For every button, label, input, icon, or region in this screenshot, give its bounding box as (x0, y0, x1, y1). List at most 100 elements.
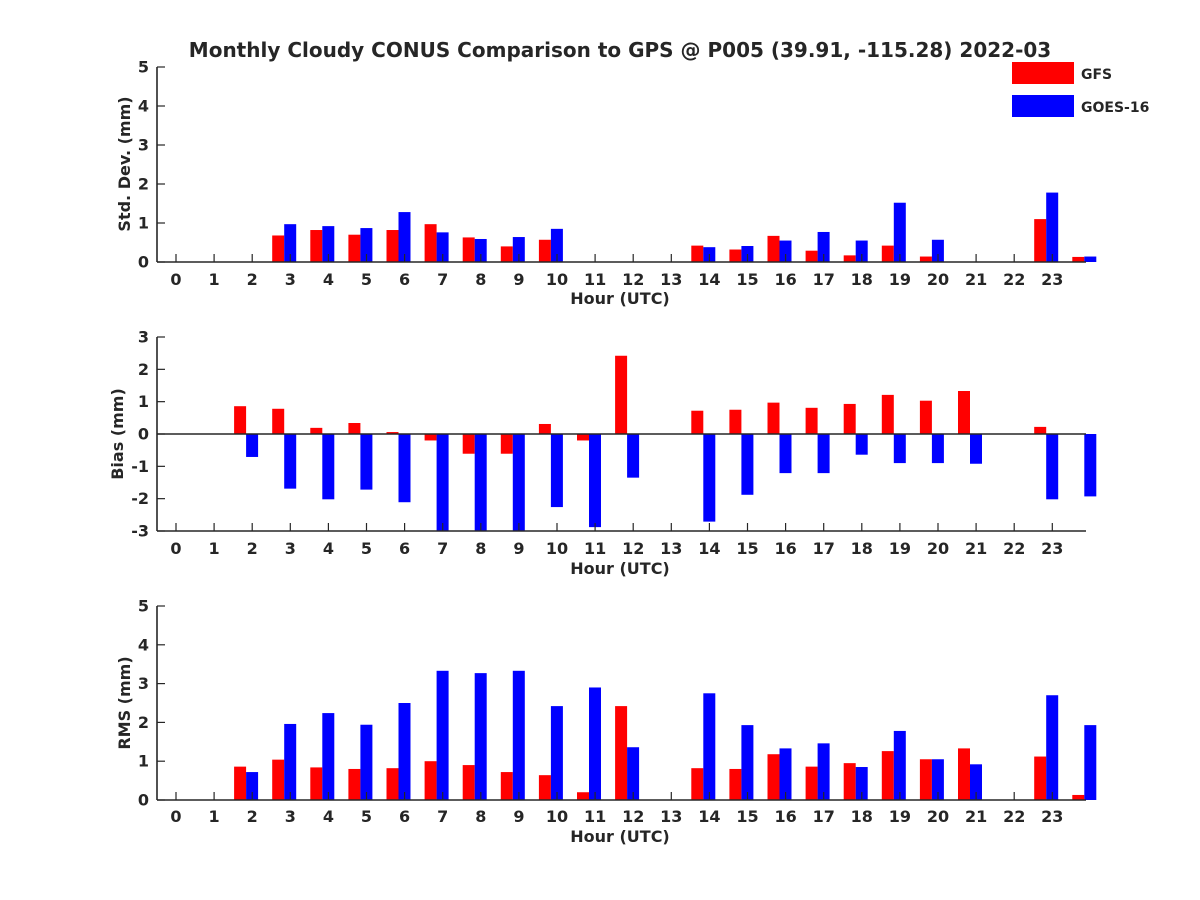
bias-bar-gfs-19 (919, 400, 932, 434)
rms-bar-gfs-9 (538, 775, 551, 800)
bias-bar-gfs-1 (234, 406, 247, 434)
rms-bar-gfs-4 (348, 768, 361, 800)
bias-bar-goes-16-22 (1046, 434, 1059, 500)
rms-bar-goes-16-8 (512, 670, 525, 800)
rms-bar-goes-16-5 (398, 703, 411, 800)
rms-bar-goes-16-10 (589, 687, 601, 800)
std-dev-bar-gfs-5 (386, 230, 399, 262)
std-dev-x-tick-label: 14 (698, 270, 720, 289)
rms-x-tick-label: 0 (170, 807, 181, 826)
rms-x-tick-label: 3 (285, 807, 296, 826)
bias-bar-goes-16-5 (398, 434, 411, 503)
std-dev-bar-gfs-13 (691, 245, 704, 262)
rms-x-tick-label: 12 (622, 807, 644, 826)
bias-bar-gfs-18 (881, 394, 894, 434)
std-dev-x-tick-label: 10 (546, 270, 568, 289)
bias-x-tick-label: 18 (851, 539, 873, 558)
bias-y-tick-label: 1 (138, 392, 149, 411)
rms-bar-gfs-17 (843, 763, 856, 800)
bias-y-tick-label: 3 (138, 328, 149, 347)
std-dev-x-tick-label: 15 (736, 270, 758, 289)
std-dev-bar-goes-16-9 (550, 228, 563, 262)
bias-bar-gfs-7 (462, 434, 475, 454)
std-dev-x-tick-label: 18 (851, 270, 873, 289)
bias-x-tick-label: 3 (285, 539, 296, 558)
bias-bar-gfs-10 (577, 434, 589, 441)
std-dev-bar-goes-16-15 (779, 240, 792, 262)
rms-bar-gfs-7 (462, 765, 475, 800)
rms-bar-gfs-19 (919, 759, 932, 800)
rms-x-tick-label: 20 (927, 807, 949, 826)
rms-bar-gfs-16 (805, 766, 818, 800)
rms-bar-gfs-14 (729, 768, 742, 800)
rms-x-tick-label: 21 (965, 807, 987, 826)
bias-x-tick-label: 2 (247, 539, 258, 558)
std-dev-bar-gfs-2 (272, 235, 285, 262)
bias-y-tick-label: -2 (131, 489, 149, 508)
bias-bar-goes-16-10 (589, 434, 601, 528)
bias-y-tick-label: -1 (131, 457, 149, 476)
bias-bar-gfs-15 (767, 402, 780, 434)
bias-bar-goes-16-4 (360, 434, 373, 490)
bias-x-tick-label: 20 (927, 539, 949, 558)
std-dev-x-tick-label: 8 (475, 270, 486, 289)
std-dev-bar-gfs-9 (538, 239, 551, 262)
std-dev-y-tick-label: 2 (138, 175, 149, 194)
bias-bar-gfs-5 (386, 432, 399, 434)
rms-bar-goes-16-19 (931, 759, 944, 800)
legend-label-goes-16: GOES-16 (1081, 100, 1149, 116)
std-dev-x-tick-label: 21 (965, 270, 987, 289)
std-dev-bar-goes-16-17 (855, 240, 868, 262)
std-dev-x-tick-label: 22 (1003, 270, 1025, 289)
std-dev-bar-gfs-16 (805, 250, 818, 262)
bias-bar-goes-16-9 (550, 434, 563, 508)
std-dev-y-tick-label: 5 (138, 58, 149, 77)
bias-bar-gfs-20 (958, 390, 970, 434)
std-dev-x-tick-label: 0 (170, 270, 181, 289)
rms-x-axis-label: Hour (UTC) (570, 827, 670, 846)
bias-bar-goes-16-15 (779, 434, 792, 474)
rms-bar-goes-16-4 (360, 724, 373, 800)
rms-x-tick-label: 5 (361, 807, 372, 826)
std-dev-bar-gfs-4 (348, 234, 361, 262)
rms-y-tick-label: 0 (138, 791, 149, 810)
std-dev-y-tick-label: 4 (138, 97, 149, 116)
rms-bar-gfs-6 (424, 761, 437, 800)
rms-bar-gfs-3 (310, 767, 323, 800)
std-dev-y-axis-label: Std. Dev. (mm) (115, 96, 134, 231)
rms-x-tick-label: 7 (437, 807, 448, 826)
std-dev-bar-goes-16-7 (474, 238, 487, 262)
rms-bar-goes-16-15 (779, 748, 792, 800)
bias-x-tick-label: 22 (1003, 539, 1025, 558)
chart-title: Monthly Cloudy CONUS Comparison to GPS @… (189, 38, 1051, 62)
std-dev-x-tick-label: 11 (584, 270, 606, 289)
std-dev-x-tick-label: 6 (399, 270, 410, 289)
std-dev-bar-gfs-17 (843, 255, 856, 262)
std-dev-bar-gfs-6 (424, 224, 437, 262)
bias-y-tick-label: 2 (138, 360, 149, 379)
std-dev-y-tick-label: 3 (138, 136, 149, 155)
std-dev-bar-gfs-15 (767, 235, 780, 262)
rms-bar-goes-16-2 (284, 723, 297, 800)
std-dev-x-tick-label: 17 (813, 270, 835, 289)
std-dev-bar-goes-16-3 (322, 226, 335, 262)
std-dev-x-tick-label: 13 (660, 270, 682, 289)
bias-x-tick-label: 9 (513, 539, 524, 558)
std-dev-bar-gfs-14 (729, 249, 742, 262)
bias-bar-goes-16-2 (284, 434, 297, 489)
rms-bar-goes-16-3 (322, 713, 335, 800)
std-dev-bar-goes-16-18 (893, 202, 906, 262)
bias-bar-gfs-14 (729, 409, 742, 434)
legend-label-gfs: GFS (1081, 67, 1112, 83)
rms-x-tick-label: 9 (513, 807, 524, 826)
std-dev-x-tick-label: 5 (361, 270, 372, 289)
std-dev-bar-goes-16-16 (817, 231, 830, 262)
bias-x-tick-label: 5 (361, 539, 372, 558)
rms-bar-goes-16-11 (627, 747, 640, 800)
std-dev-x-tick-label: 12 (622, 270, 644, 289)
rms-x-tick-label: 10 (546, 807, 568, 826)
